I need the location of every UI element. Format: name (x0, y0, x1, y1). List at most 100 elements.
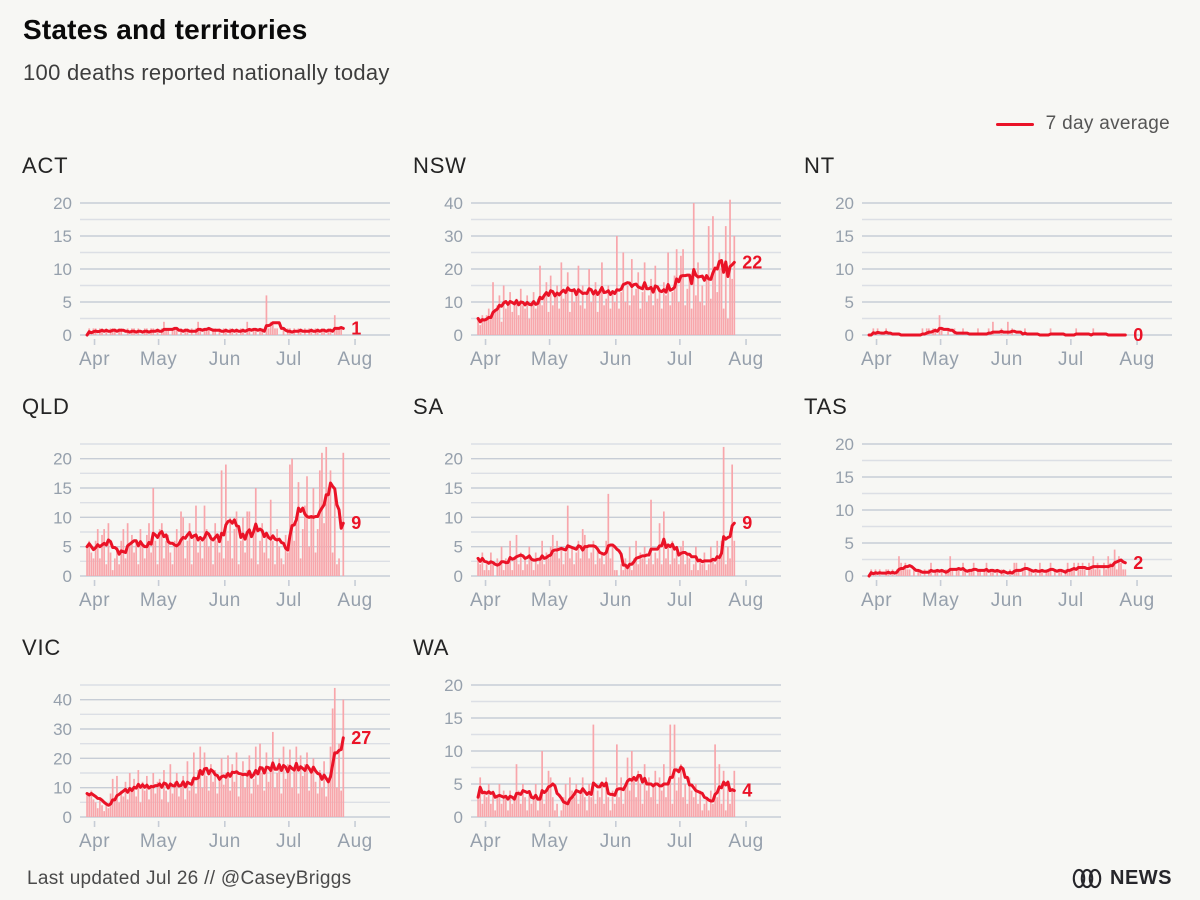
svg-text:10: 10 (835, 501, 854, 520)
y-axis-labels: 0 10 20 30 40 (53, 691, 72, 827)
panel-chart: 0 5 10 15 20 Apr May Jun Jul Aug 9 (53, 443, 390, 611)
avg-line (85, 321, 345, 337)
x-axis: Apr May Jun Jul Aug (470, 580, 763, 611)
svg-text:Jul: Jul (1058, 590, 1084, 611)
footer: Last updated Jul 26 // @CaseyBriggs NEWS (0, 867, 1200, 890)
footer-credit: Last updated Jul 26 // @CaseyBriggs (27, 867, 352, 889)
end-value-label: 2 (1133, 553, 1143, 573)
x-axis: Apr May Jun Jul Aug (79, 339, 372, 370)
svg-text:Aug: Aug (1119, 349, 1154, 370)
svg-text:0: 0 (454, 808, 463, 827)
page-subtitle: 100 deaths reported nationally today (23, 60, 390, 85)
svg-text:20: 20 (53, 749, 72, 768)
state-panel: VIC 0 10 20 30 40 Apr May Jun Jul Aug 27 (22, 635, 392, 872)
svg-text:5: 5 (63, 293, 72, 312)
panel-chart: 0 5 10 15 20 Apr May Jun Jul Aug 1 (53, 194, 390, 370)
svg-text:10: 10 (53, 260, 72, 279)
svg-text:Aug: Aug (337, 349, 372, 370)
gridlines (862, 443, 1172, 577)
svg-text:Jun: Jun (600, 831, 632, 852)
svg-text:20: 20 (53, 450, 72, 469)
svg-text:Apr: Apr (470, 831, 501, 852)
svg-text:May: May (531, 349, 568, 370)
panel-title: ACT (22, 153, 69, 178)
svg-text:0: 0 (63, 567, 72, 586)
svg-text:May: May (140, 349, 177, 370)
y-axis-labels: 0 10 20 30 40 (444, 194, 463, 345)
panel-title: SA (413, 394, 444, 419)
panel-title: QLD (22, 394, 70, 419)
svg-text:May: May (531, 590, 568, 611)
gridlines (80, 202, 390, 336)
y-axis-labels: 0 5 10 15 20 (53, 450, 72, 586)
x-axis: Apr May Jun Jul Aug (861, 580, 1154, 611)
page-title: States and territories (23, 14, 308, 45)
svg-text:15: 15 (444, 709, 463, 728)
svg-text:Apr: Apr (79, 590, 110, 611)
x-axis: Apr May Jun Jul Aug (79, 821, 372, 852)
svg-text:Aug: Aug (1119, 590, 1154, 611)
svg-text:Apr: Apr (470, 349, 501, 370)
daily-bars (86, 687, 345, 817)
abc-news-logo: NEWS (1070, 867, 1172, 890)
svg-text:20: 20 (835, 194, 854, 213)
svg-text:Jun: Jun (991, 349, 1023, 370)
svg-text:10: 10 (444, 293, 463, 312)
svg-text:0: 0 (454, 567, 463, 586)
svg-text:5: 5 (454, 538, 463, 557)
state-panel: SA 0 5 10 15 20 Apr May Jun Jul Aug 9 (413, 394, 783, 631)
avg-line (476, 521, 736, 570)
svg-text:20: 20 (444, 676, 463, 695)
svg-text:10: 10 (53, 508, 72, 527)
gridlines (862, 202, 1172, 336)
y-axis-labels: 0 5 10 15 20 (835, 194, 854, 345)
x-axis: Apr May Jun Jul Aug (861, 339, 1154, 370)
svg-text:Apr: Apr (861, 590, 892, 611)
svg-text:Aug: Aug (728, 831, 763, 852)
panel-chart: 0 10 20 30 40 Apr May Jun Jul Aug 22 (444, 194, 781, 370)
svg-text:15: 15 (53, 479, 72, 498)
svg-text:May: May (140, 590, 177, 611)
svg-text:Aug: Aug (337, 831, 372, 852)
y-axis-labels: 0 5 10 15 20 (444, 676, 463, 827)
daily-bars (477, 724, 736, 817)
svg-text:40: 40 (53, 691, 72, 710)
state-panel: NT 0 5 10 15 20 Apr May Jun Jul Aug 0 (804, 153, 1174, 390)
svg-text:Jul: Jul (667, 349, 693, 370)
svg-text:May: May (922, 590, 959, 611)
svg-text:15: 15 (53, 227, 72, 246)
panel-title: WA (413, 635, 450, 660)
avg-line (867, 558, 1127, 578)
y-axis-labels: 0 5 10 15 20 (444, 450, 463, 586)
svg-text:Jul: Jul (667, 590, 693, 611)
svg-text:Jul: Jul (667, 831, 693, 852)
svg-text:30: 30 (444, 227, 463, 246)
svg-text:0: 0 (454, 326, 463, 345)
end-value-label: 0 (1133, 325, 1143, 345)
panel-title: NSW (413, 153, 467, 178)
news-wordmark: NEWS (1110, 867, 1172, 889)
state-panel: TAS 0 5 10 15 20 Apr May Jun Jul Aug 2 (804, 394, 1174, 631)
svg-text:Apr: Apr (470, 590, 501, 611)
svg-text:Jun: Jun (600, 590, 632, 611)
svg-text:15: 15 (835, 227, 854, 246)
svg-text:Jul: Jul (276, 349, 302, 370)
legend-line-swatch (995, 122, 1034, 126)
panel-chart: 0 5 10 15 20 Apr May Jun Jul Aug 2 (835, 435, 1172, 611)
y-axis-labels: 0 5 10 15 20 (835, 435, 854, 586)
svg-text:Jun: Jun (209, 349, 241, 370)
svg-text:15: 15 (835, 468, 854, 487)
svg-text:Jun: Jun (991, 590, 1023, 611)
avg-line (85, 481, 345, 556)
panels-grid: ACT 0 5 10 15 20 Apr May Jun Jul Aug 1 NSW 0 10 20 30… (22, 153, 1174, 872)
abc-lissajous-icon (1072, 868, 1102, 889)
panel-title: TAS (804, 394, 848, 419)
end-value-label: 9 (351, 513, 361, 533)
svg-text:May: May (531, 831, 568, 852)
state-panel: NSW 0 10 20 30 40 Apr May Jun Jul Aug 22 (413, 153, 783, 390)
svg-text:Aug: Aug (728, 590, 763, 611)
svg-text:Jul: Jul (1058, 349, 1084, 370)
header: States and territories 100 deaths report… (23, 14, 390, 86)
svg-text:May: May (922, 349, 959, 370)
panel-title: NT (804, 153, 835, 178)
